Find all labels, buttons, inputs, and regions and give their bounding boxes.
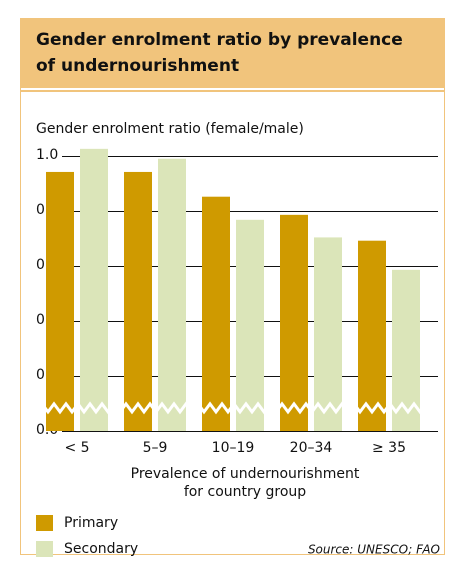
x-tick-label: 10–19 — [212, 440, 255, 456]
x-tick-label: 5–9 — [143, 440, 168, 456]
bar — [236, 219, 264, 431]
bar — [158, 158, 186, 431]
bar — [314, 237, 342, 431]
bar — [124, 171, 152, 431]
legend-swatch — [36, 515, 53, 531]
chart-title: Gender enrolment ratio by prevalence — [36, 30, 403, 50]
axis-break — [34, 401, 440, 415]
y-tick-label: 1.0 — [36, 147, 58, 163]
y-axis-title: Gender enrolment ratio (female/male) — [36, 121, 304, 137]
x-tick-label: ≥ 35 — [372, 440, 406, 456]
x-tick-label: < 5 — [64, 440, 89, 456]
legend-label: Primary — [64, 515, 118, 531]
x-axis-title: Prevalence of undernourishment — [131, 466, 360, 482]
bar — [80, 148, 108, 431]
bar — [46, 171, 74, 431]
header — [20, 18, 445, 88]
x-axis-title: for country group — [184, 484, 306, 500]
bar — [280, 214, 308, 431]
source: Source: UNESCO; FAO — [308, 543, 440, 557]
legend-label: Secondary — [64, 541, 138, 557]
chart-title: of undernourishment — [36, 56, 239, 76]
legend-swatch — [36, 541, 53, 557]
x-tick-label: 20–34 — [290, 440, 333, 456]
bar — [202, 196, 230, 431]
bar — [358, 240, 386, 431]
